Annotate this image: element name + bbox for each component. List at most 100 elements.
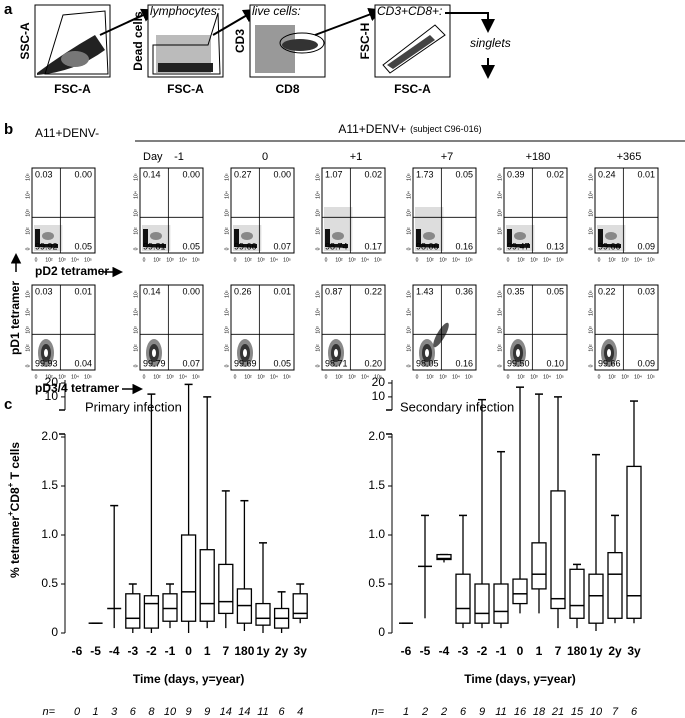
flow-tick-label: 10⁵ [588,290,594,298]
quadrant-value: 0.87 [325,286,343,296]
n-value: 8 [148,706,155,718]
flow-tick-label: 10² [588,344,594,352]
box [180,534,197,622]
quadrant-value: 0.22 [364,286,382,296]
n-value: 10 [590,706,603,718]
flow-tick-label: 10² [497,227,503,235]
n-value: 6 [279,706,286,718]
x-tick-label: 3y [627,644,641,658]
flow-tick-label: 10² [133,227,139,235]
quadrant-value: 0.03 [637,286,655,296]
density [387,35,435,69]
n-value: 0 [74,706,81,718]
y-tick-label: 0.5 [368,576,385,590]
arrow [314,7,383,36]
flow-plot [31,284,96,371]
n-value: 18 [533,706,546,718]
quadrant-value: 0.05 [182,241,200,251]
quadrant-value: 0.02 [546,169,564,179]
flow-tick-label: 10⁵ [283,257,291,263]
x-tick-label: 1y [256,644,270,658]
axis-label: Dead cells [131,11,145,71]
flow-tick-label: 10⁴ [25,191,31,199]
flow-tick-label: 10³ [439,374,447,380]
flow-tick-label: 0 [315,364,321,367]
quadrant-value: 99.81 [143,241,166,251]
x-tick-label: 7 [222,644,229,658]
flow-tick-label: 10⁵ [406,173,412,181]
flow-tick-label: 10⁵ [315,173,321,181]
flow-tick-label: 10⁴ [71,374,79,380]
flow-tick-label: 10⁴ [179,257,187,263]
flow-tick-label: 10³ [133,209,139,217]
flow-tick-label: 10² [335,374,343,380]
flow-density [597,225,626,251]
box [626,465,642,619]
flow-density [415,207,444,251]
flow-tick-label: 10² [315,227,321,235]
flow-tick-label: 10⁴ [179,374,187,380]
x-tick-label: -2 [146,644,157,658]
axis-label: FSC-A [54,82,91,96]
flow-tick-label: 10⁴ [588,191,594,199]
n-value: 14 [238,706,250,718]
group-label: A11+DENV- [35,126,99,140]
flow-tick-label: 10³ [588,209,594,217]
quadrant-value: 0.16 [455,241,473,251]
flow-tick-label: 10⁴ [71,257,79,263]
group-name: A11+DENV+ [338,122,406,136]
quadrant-value: 0.00 [182,169,200,179]
n-value: 4 [297,706,303,718]
x-tick-label: -4 [439,644,450,658]
flow-tick-label: 10⁵ [224,290,230,298]
density [423,232,435,240]
n-value: 9 [204,706,210,718]
n-label: n= [42,706,55,718]
flow-density [142,225,171,251]
x-tick-label: 3y [294,644,308,658]
flow-tick-label: 10⁵ [556,257,564,263]
quadrant-value: 0.14 [143,286,161,296]
density [158,63,213,72]
flow-tick-label: 10³ [315,209,321,217]
flow-tick-label: 10⁵ [192,257,200,263]
box [493,583,509,624]
flow-tick-label: 10⁵ [465,374,473,380]
density [598,229,621,248]
x-tick-label: -5 [90,644,101,658]
flow-tick-label: 0 [133,364,139,367]
x-tick-label: -3 [127,644,138,658]
quadrant-value: 98.74 [325,241,348,251]
flow-tick-label: 10² [406,227,412,235]
flow-tick-label: 10⁴ [497,191,503,199]
flow-tick-label: 10³ [406,326,412,334]
n-label: n= [371,706,384,718]
y-label-part: + [6,511,15,516]
flow-tick-label: 10³ [621,257,629,263]
flow-tick-label: 0 [406,364,412,367]
density [150,232,162,240]
flow-tick-label: 10⁵ [497,290,503,298]
flow-tick-label: 0 [315,247,321,250]
density [282,39,318,51]
n-value: 2 [440,706,447,718]
y-tick-label: 0 [51,625,58,639]
axis-label: FSC-A [167,82,204,96]
flow-density [510,339,526,367]
flow-tick-label: 0 [224,364,230,367]
axis-label: SSC-A [18,22,32,60]
flow-tick-label: 10⁴ [361,257,369,263]
n-value: 7 [612,706,619,718]
flow-tick-label: 10⁵ [406,290,412,298]
day: -1 [174,151,184,163]
flow-tick-label: 0 [234,374,237,380]
quadrant-value: 0.09 [637,241,655,251]
x-tick-label: 7 [555,644,562,658]
flow-tick-label: 10⁵ [84,374,92,380]
box [607,551,623,619]
quadrant-value: 99.69 [234,358,257,368]
y-tick-label: 10 [372,389,386,403]
flow-tick-label: 0 [588,364,594,367]
axis-label: FSC-A [394,82,431,96]
